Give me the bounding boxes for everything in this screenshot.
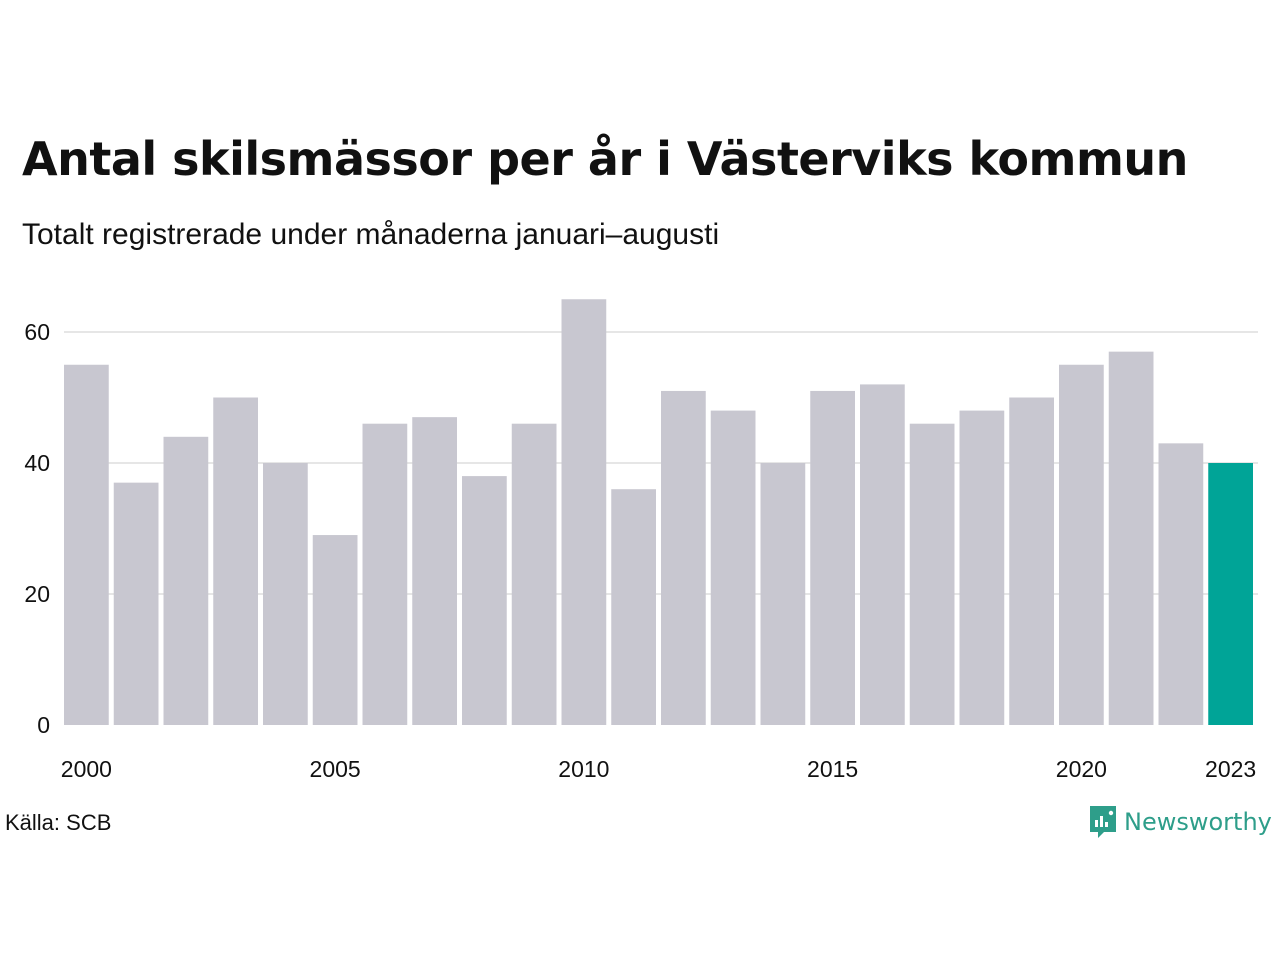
bar-2011 [611,489,656,725]
bar-2012 [661,390,706,725]
bar-2014 [760,463,806,725]
y-tick-label: 20 [24,581,50,607]
bar-2006 [362,423,408,725]
bar-2003 [213,397,258,725]
bar-2007 [412,417,457,725]
bar-2016 [860,384,905,725]
bar-2018 [959,410,1005,725]
bar-2002 [163,436,209,725]
chart-title: Antal skilsmässor per år i Västerviks ko… [22,132,1188,186]
x-tick-label: 2020 [1056,756,1107,782]
bar-2022 [1158,443,1204,725]
bar-2004 [263,463,308,725]
bar-2015 [810,390,855,725]
bar-2005 [312,535,358,725]
brand-logo: Newsworthy [1088,804,1272,840]
x-tick-label: 2010 [558,756,609,782]
chart-subtitle: Totalt registrerade under månaderna janu… [22,218,720,251]
bar-2010 [561,299,607,725]
bar-2023 [1208,463,1253,725]
y-tick-label: 40 [24,450,50,476]
x-tick-label: 2000 [61,756,112,782]
bar-chart: 0 20 40 60 2000 2005 2010 2015 2020 2023 [24,299,1258,782]
bar-2020 [1059,364,1104,725]
x-tick-label: 2023 [1205,756,1256,782]
bar-2019 [1009,397,1054,725]
y-tick-label: 0 [37,712,50,738]
bar-2017 [909,423,955,725]
bar-2021 [1108,351,1154,725]
newsworthy-logo-icon [1090,806,1116,838]
bar-2009 [511,423,557,725]
brand-name: Newsworthy [1124,808,1272,836]
y-tick-label: 60 [24,319,50,345]
bar-2008 [462,476,507,725]
bar-2013 [710,410,756,725]
x-tick-label: 2005 [310,756,361,782]
bar-2001 [113,482,159,725]
source-label: Källa: SCB [5,810,112,835]
bar-2000 [64,364,109,725]
x-tick-label: 2015 [807,756,858,782]
